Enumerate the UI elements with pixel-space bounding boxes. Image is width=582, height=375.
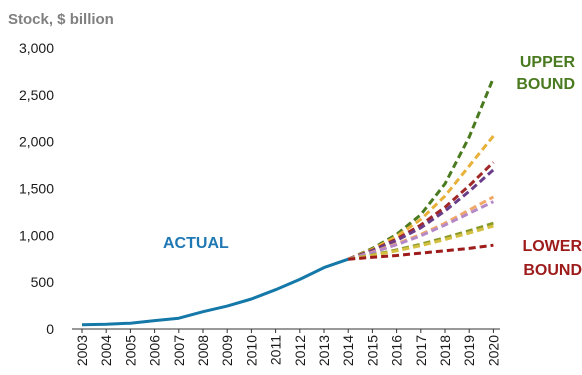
upper-bound-annotation: UPPER BOUND: [516, 54, 575, 93]
annotation-line: ACTUAL: [163, 235, 229, 252]
annotation-line: LOWER: [522, 238, 582, 255]
y-axis-label: Stock, $ billion: [8, 11, 114, 28]
x-axis-ticks: 2003 2004 2005 2006 2007 2008 2009 2010 2011 2012…: [74, 329, 501, 366]
x-tick-label: 2004: [98, 335, 114, 366]
annotation-line: BOUND: [523, 262, 582, 279]
x-tick-label: 2019: [461, 335, 477, 366]
x-tick-label: 2003: [74, 335, 90, 366]
annotations: ACTUAL UPPER BOUND LOWER BOUND: [163, 54, 582, 279]
annotation-line: UPPER: [520, 54, 576, 71]
series-layer: [82, 78, 493, 325]
lower-bound-annotation: LOWER BOUND: [522, 238, 582, 279]
actual-series-line: [82, 259, 348, 325]
x-tick-label: 2009: [219, 335, 235, 366]
y-axis-ticks: 0 500 1,000 1,500 2,000 2,500 3,000: [19, 40, 54, 337]
x-tick-label: 2008: [195, 335, 211, 366]
y-tick-label: 1,000: [19, 227, 54, 243]
x-tick-label: 2015: [364, 335, 380, 366]
y-tick-label: 0: [46, 321, 54, 337]
y-tick-label: 2,000: [19, 134, 54, 150]
x-tick-label: 2006: [147, 335, 163, 366]
x-tick-label: 2020: [485, 335, 501, 366]
x-tick-label: 2016: [389, 335, 405, 366]
x-tick-label: 2011: [268, 335, 284, 365]
x-tick-label: 2012: [292, 335, 308, 366]
x-tick-label: 2014: [340, 335, 356, 366]
x-tick-label: 2013: [316, 335, 332, 366]
x-tick-label: 2007: [171, 335, 187, 366]
y-tick-label: 3,000: [19, 40, 54, 56]
x-tick-label: 2018: [437, 335, 453, 366]
actual-annotation: ACTUAL: [163, 235, 229, 252]
y-tick-label: 2,500: [19, 87, 54, 103]
y-tick-label: 500: [31, 274, 55, 290]
x-tick-label: 2005: [122, 335, 138, 366]
y-tick-label: 1,500: [19, 181, 54, 197]
annotation-line: BOUND: [516, 76, 575, 93]
projection-series-line: [348, 136, 493, 259]
x-tick-label: 2010: [243, 335, 259, 366]
x-tick-label: 2017: [413, 335, 429, 366]
